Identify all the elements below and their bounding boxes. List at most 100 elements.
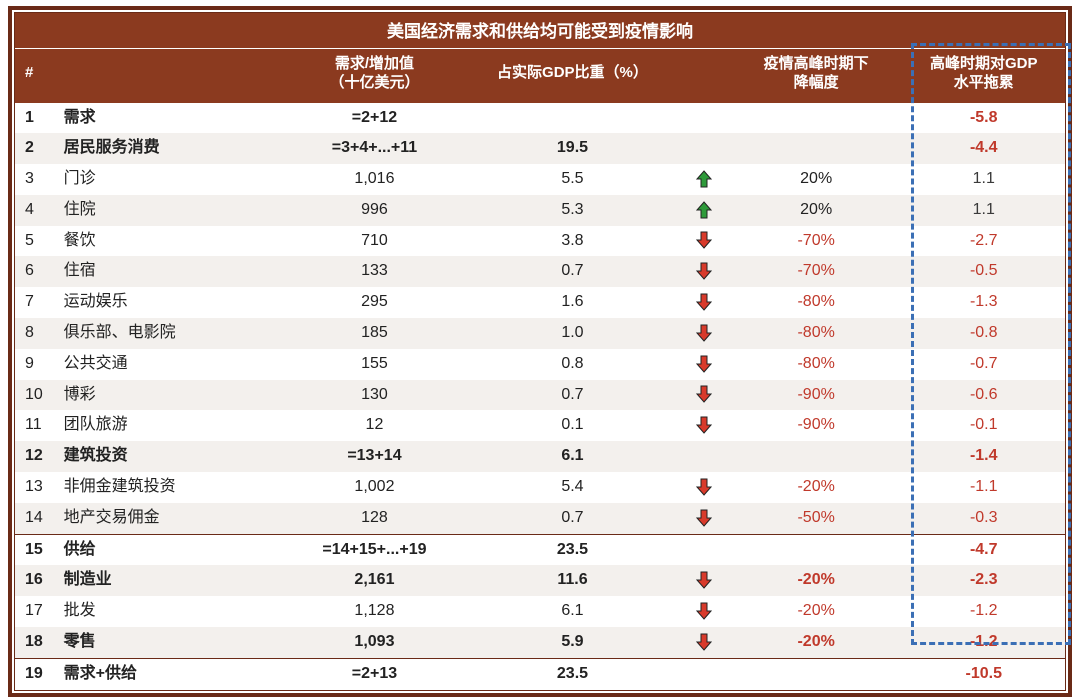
row-category: 供给	[60, 534, 283, 565]
table-header: # 需求/增加值（十亿美元） 占实际GDP比重（%） 疫情高峰时期下降幅度 高峰…	[15, 49, 1065, 103]
row-decline	[730, 441, 903, 472]
row-share: 6.1	[466, 596, 679, 627]
row-decline	[730, 534, 903, 565]
row-decline	[730, 103, 903, 134]
row-share: 23.5	[466, 534, 679, 565]
row-category: 批发	[60, 596, 283, 627]
row-decline	[730, 133, 903, 164]
row-share: 5.4	[466, 472, 679, 503]
row-decline: -20%	[730, 596, 903, 627]
row-index: 17	[15, 596, 60, 627]
row-impact: -4.7	[902, 534, 1065, 565]
row-arrow-icon	[679, 441, 730, 472]
row-arrow-icon	[679, 349, 730, 380]
row-impact: -2.7	[902, 226, 1065, 257]
row-index: 5	[15, 226, 60, 257]
row-impact: -1.2	[902, 627, 1065, 658]
row-category: 非佣金建筑投资	[60, 472, 283, 503]
row-share: 0.7	[466, 380, 679, 411]
row-arrow-icon	[679, 658, 730, 689]
row-arrow-icon	[679, 596, 730, 627]
row-category: 居民服务消费	[60, 133, 283, 164]
row-impact: -0.3	[902, 503, 1065, 534]
row-impact: -5.8	[902, 103, 1065, 134]
row-arrow-icon	[679, 133, 730, 164]
row-category: 住院	[60, 195, 283, 226]
row-category: 门诊	[60, 164, 283, 195]
row-share: 23.5	[466, 658, 679, 689]
row-share: 0.7	[466, 256, 679, 287]
row-index: 18	[15, 627, 60, 658]
table-row: 5餐饮7103.8-70%-2.7	[15, 226, 1065, 257]
row-category: 制造业	[60, 565, 283, 596]
table-container: 美国经济需求和供给均可能受到疫情影响 # 需求/增加值（十亿美元）	[14, 12, 1066, 691]
row-category: 团队旅游	[60, 410, 283, 441]
row-decline: 20%	[730, 164, 903, 195]
row-value: 155	[283, 349, 466, 380]
header-impact: 高峰时期对GDP水平拖累	[902, 49, 1065, 103]
row-index: 4	[15, 195, 60, 226]
row-arrow-icon	[679, 287, 730, 318]
row-share: 3.8	[466, 226, 679, 257]
table-row: 17批发1,1286.1-20%-1.2	[15, 596, 1065, 627]
row-share: 6.1	[466, 441, 679, 472]
row-impact: -0.6	[902, 380, 1065, 411]
table-body: 1需求=2+12-5.82居民服务消费=3+4+...+1119.5-4.43门…	[15, 103, 1065, 690]
row-category: 俱乐部、电影院	[60, 318, 283, 349]
row-arrow-icon	[679, 256, 730, 287]
row-category: 需求	[60, 103, 283, 134]
row-value: 130	[283, 380, 466, 411]
header-value: 需求/增加值（十亿美元）	[283, 49, 466, 103]
header-index: #	[15, 49, 60, 103]
row-share: 5.5	[466, 164, 679, 195]
row-share: 5.3	[466, 195, 679, 226]
row-arrow-icon	[679, 164, 730, 195]
row-impact: -0.1	[902, 410, 1065, 441]
row-index: 11	[15, 410, 60, 441]
row-value: 996	[283, 195, 466, 226]
row-arrow-icon	[679, 565, 730, 596]
row-share: 0.1	[466, 410, 679, 441]
row-decline: -20%	[730, 472, 903, 503]
row-impact: -1.2	[902, 596, 1065, 627]
row-value: 1,093	[283, 627, 466, 658]
row-impact: -4.4	[902, 133, 1065, 164]
row-impact: 1.1	[902, 164, 1065, 195]
row-index: 8	[15, 318, 60, 349]
row-decline	[730, 658, 903, 689]
row-impact: -1.1	[902, 472, 1065, 503]
row-category: 地产交易佣金	[60, 503, 283, 534]
header-arrow	[679, 49, 730, 103]
row-decline: -50%	[730, 503, 903, 534]
row-category: 零售	[60, 627, 283, 658]
row-decline: -80%	[730, 287, 903, 318]
row-decline: -70%	[730, 226, 903, 257]
table-row: 11团队旅游120.1-90%-0.1	[15, 410, 1065, 441]
row-impact: -0.7	[902, 349, 1065, 380]
row-index: 7	[15, 287, 60, 318]
row-share: 0.8	[466, 349, 679, 380]
table-row: 10博彩1300.7-90%-0.6	[15, 380, 1065, 411]
header-share: 占实际GDP比重（%）	[466, 49, 679, 103]
table-row: 16制造业2,16111.6-20%-2.3	[15, 565, 1065, 596]
row-index: 13	[15, 472, 60, 503]
table-row: 15供给=14+15+...+1923.5-4.7	[15, 534, 1065, 565]
row-value: 12	[283, 410, 466, 441]
row-arrow-icon	[679, 627, 730, 658]
row-arrow-icon	[679, 534, 730, 565]
row-category: 餐饮	[60, 226, 283, 257]
row-value: =2+12	[283, 103, 466, 134]
row-index: 15	[15, 534, 60, 565]
row-decline: 20%	[730, 195, 903, 226]
row-value: =3+4+...+11	[283, 133, 466, 164]
row-index: 10	[15, 380, 60, 411]
table-title: 美国经济需求和供给均可能受到疫情影响	[15, 13, 1065, 49]
row-index: 9	[15, 349, 60, 380]
row-value: =2+13	[283, 658, 466, 689]
table-row: 19需求+供给=2+1323.5-10.5	[15, 658, 1065, 689]
row-share	[466, 103, 679, 134]
table-row: 6住宿1330.7-70%-0.5	[15, 256, 1065, 287]
row-arrow-icon	[679, 318, 730, 349]
row-category: 住宿	[60, 256, 283, 287]
row-share: 19.5	[466, 133, 679, 164]
